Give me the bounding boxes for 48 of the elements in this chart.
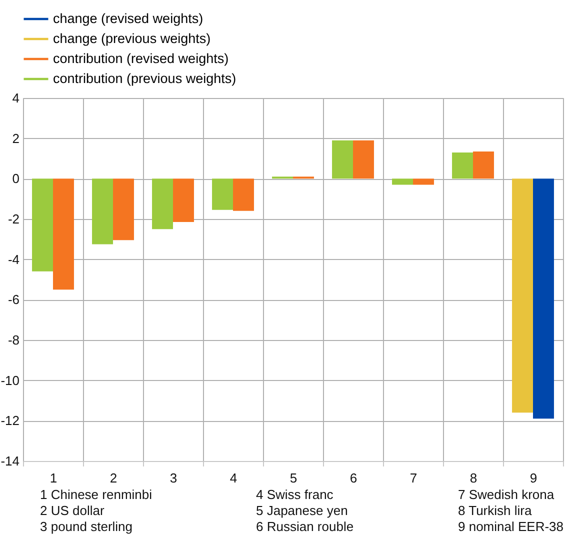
x-tick-label: 8 — [470, 470, 478, 486]
bar — [53, 178, 74, 290]
text: 8 Turkish lira — [458, 503, 533, 519]
x-tick-label: 4 — [230, 470, 238, 486]
x-tick-label: 2 — [110, 470, 118, 486]
y-tick-label: -12 — [0, 413, 20, 428]
bar — [413, 178, 434, 185]
text: 3 pound sterling — [40, 519, 134, 535]
legend-label: contribution (revised weights) — [53, 51, 229, 66]
bar — [473, 151, 494, 179]
x-tick-label: 9 — [530, 470, 538, 486]
text: 5 Japanese yen — [256, 503, 349, 519]
legend-label: change (previous weights) — [53, 31, 211, 46]
y-tick-label: -8 — [8, 332, 20, 348]
bar — [392, 178, 413, 185]
x-tick-label: 3 — [170, 470, 178, 486]
bar — [353, 140, 374, 179]
text: 9 nominal EER-38 — [458, 519, 564, 535]
x-tick-label: 6 — [350, 470, 358, 486]
bar — [452, 152, 473, 179]
text: 2 US dollar — [40, 503, 106, 519]
text: 4 Swiss franc — [256, 487, 334, 503]
y-tick-label: 0 — [12, 171, 20, 186]
x-tick-label: 1 — [50, 470, 58, 486]
text: 6 Russian rouble — [256, 519, 355, 535]
bar — [233, 178, 254, 211]
bar — [32, 178, 53, 272]
bar — [92, 178, 113, 244]
bar — [152, 178, 173, 230]
bar — [512, 178, 533, 413]
y-tick-label: -4 — [8, 252, 20, 267]
text: 1 Chinese renminbi — [40, 487, 154, 503]
y-tick-label: 4 — [12, 90, 20, 106]
x-tick-label: 7 — [410, 470, 418, 486]
y-tick-label: -14 — [0, 454, 20, 468]
bar — [332, 140, 353, 179]
y-tick-label: -6 — [8, 292, 20, 308]
text: 7 Swedish krona — [458, 487, 556, 503]
y-tick-label: -10 — [0, 372, 20, 388]
legend-label: change (revised weights) — [53, 11, 204, 26]
bar — [533, 178, 554, 419]
x-tick-label: 5 — [290, 470, 298, 486]
y-tick-label: 2 — [12, 130, 20, 146]
y-tick-label: -2 — [8, 212, 20, 226]
bar — [212, 178, 233, 210]
bar — [173, 178, 194, 222]
bar — [113, 178, 134, 240]
legend-label: contribution (previous weights) — [53, 71, 236, 86]
